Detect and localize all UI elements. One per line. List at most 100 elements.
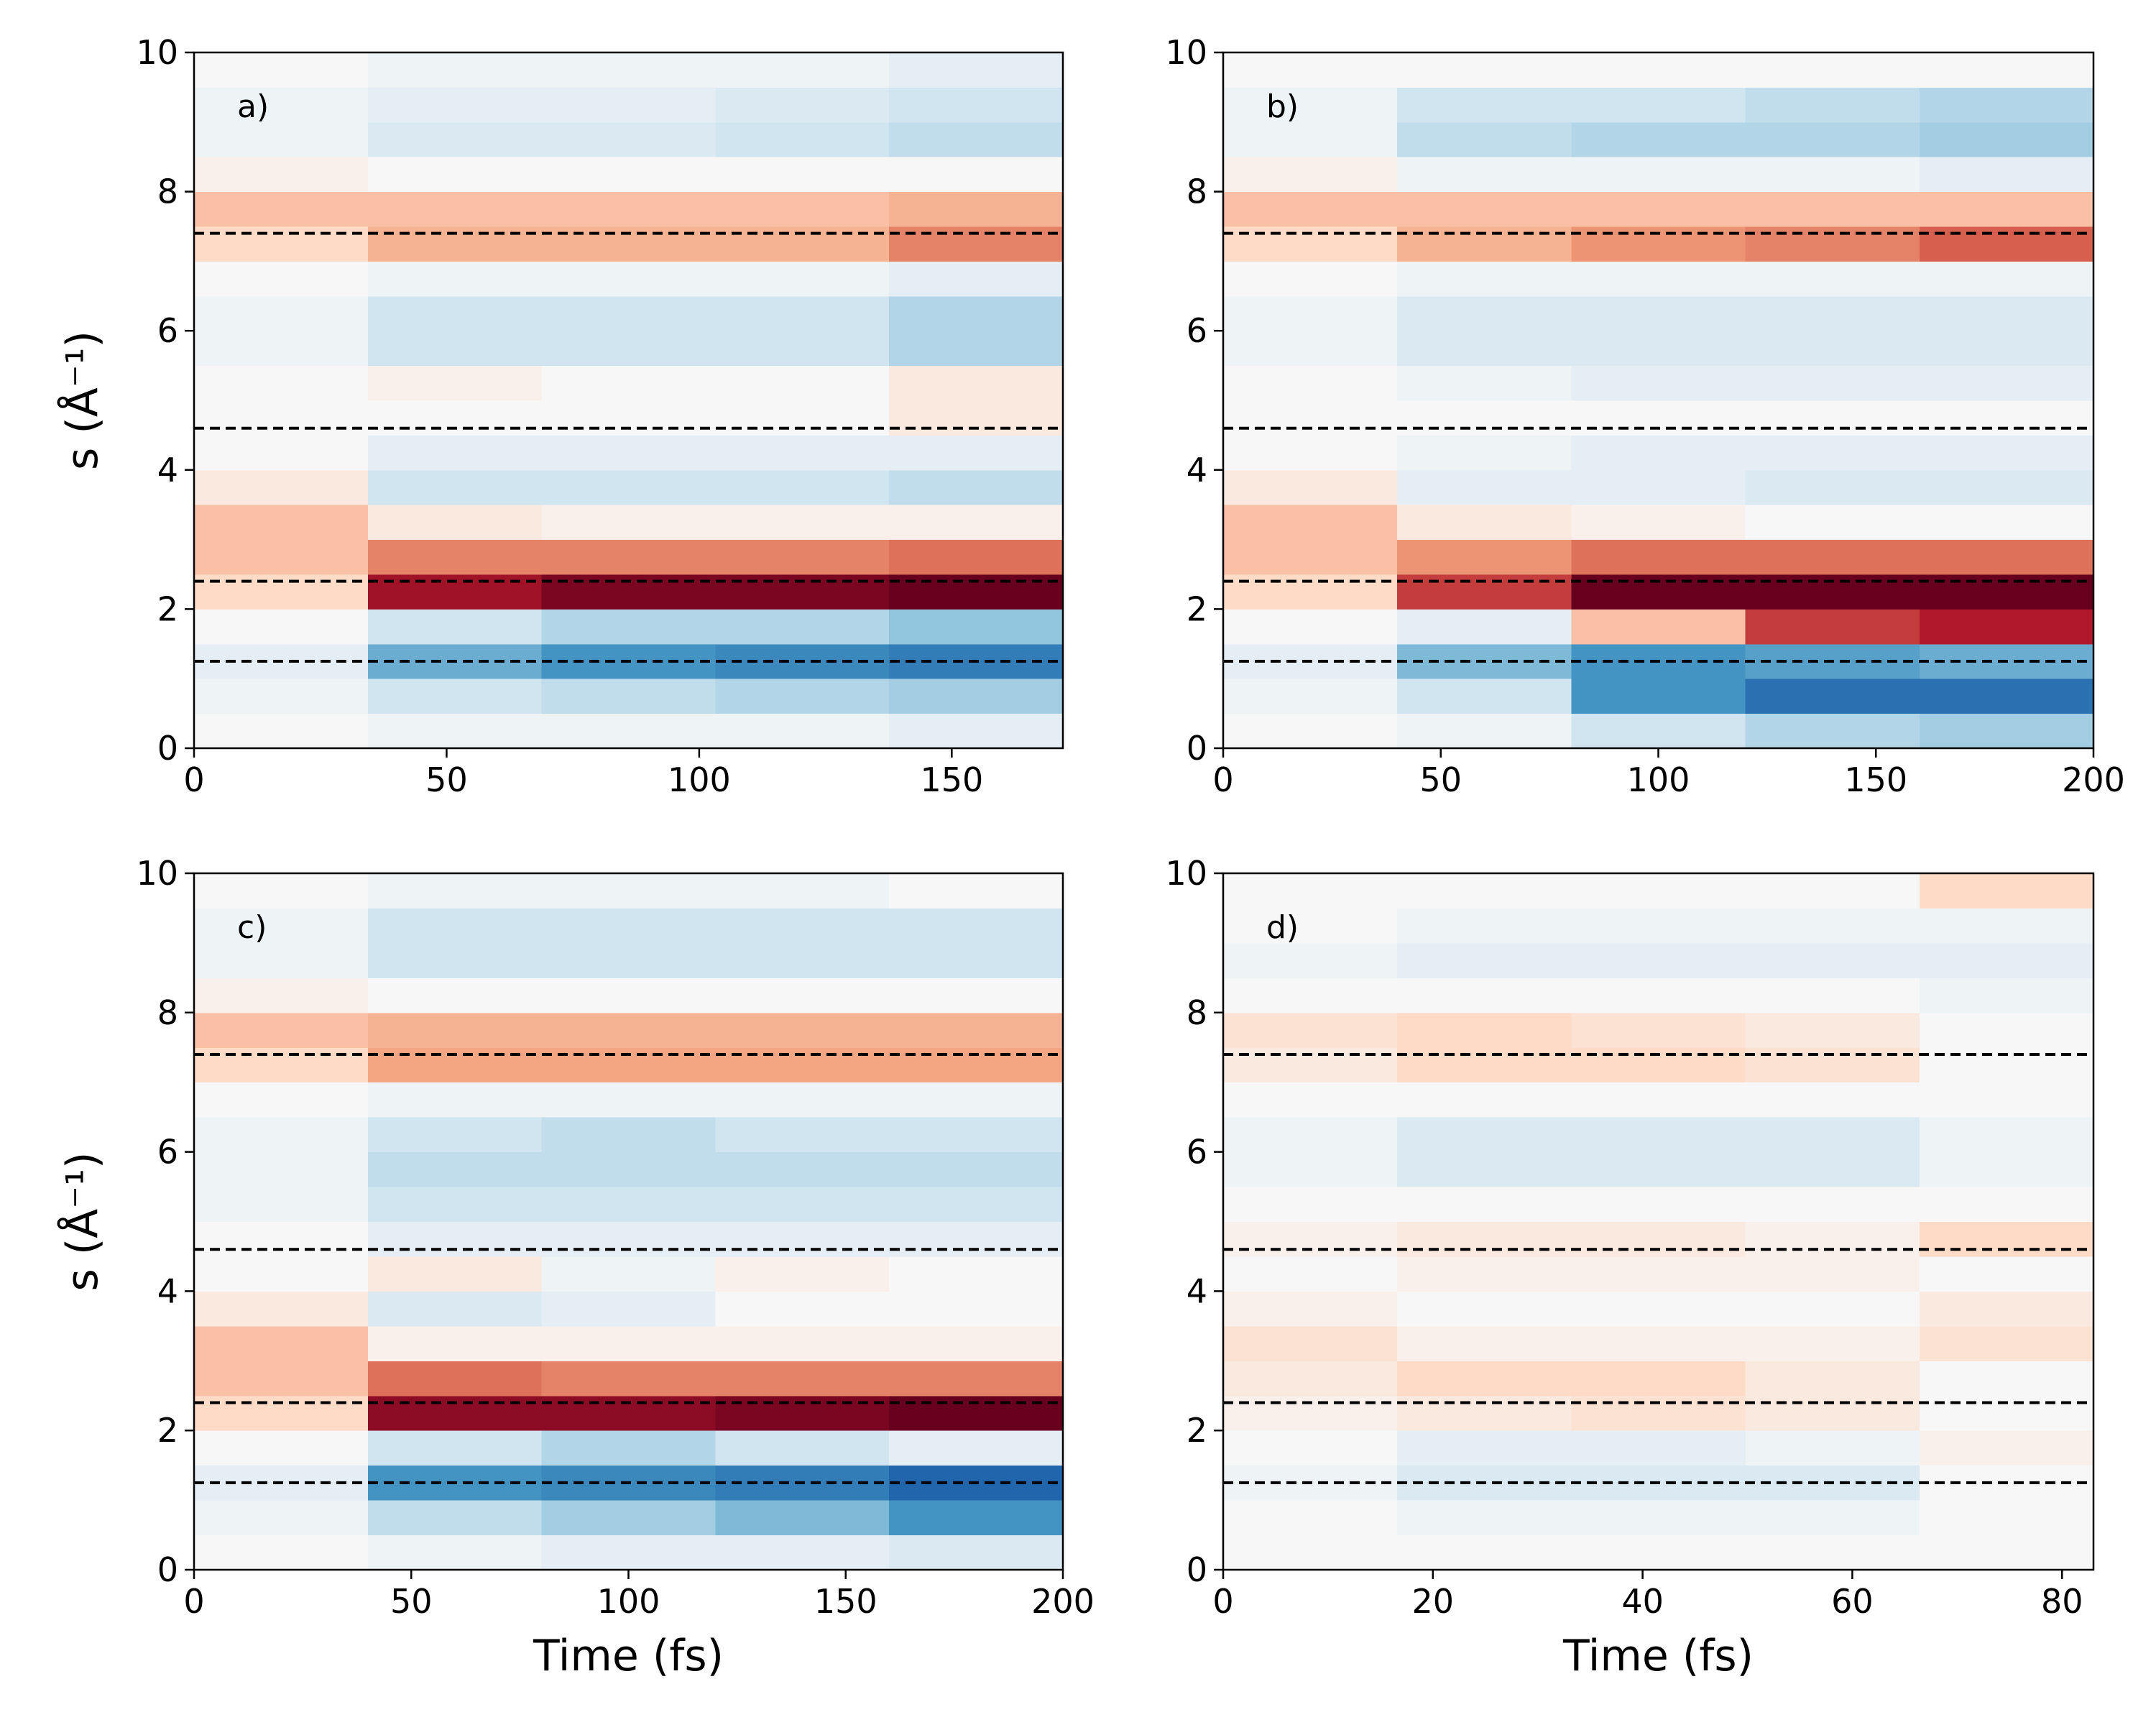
heatmap-cell: [367, 942, 543, 978]
heatmap-cell: [1223, 908, 1398, 944]
heatmap-cell: [1223, 365, 1398, 401]
heatmap-cell: [1397, 1221, 1572, 1257]
heatmap-cell: [541, 365, 716, 401]
heatmap-cell: [1919, 609, 2094, 645]
heatmap-cell: [1919, 873, 2094, 908]
heatmap-cell: [541, 261, 716, 297]
heatmap-cell: [715, 505, 890, 540]
heatmap-cell: [1223, 1151, 1398, 1187]
heatmap-cell: [1745, 678, 1920, 714]
heatmap-cell: [889, 873, 1064, 908]
heatmap-cell: [1223, 1082, 1398, 1118]
heatmap-cell: [541, 609, 716, 645]
heatmap-cell: [541, 942, 716, 978]
y-tick-label: 0: [1187, 729, 1207, 768]
heatmap-cell: [1919, 157, 2094, 193]
x-tick-label: 100: [1627, 760, 1690, 799]
heatmap-cell: [367, 1012, 543, 1048]
heatmap-cell: [715, 609, 890, 645]
heatmap-cell: [194, 1082, 369, 1118]
panel-label: d): [1266, 909, 1299, 946]
heatmap-cell: [1223, 1500, 1398, 1536]
heatmap-cell: [194, 87, 369, 123]
heatmap-cell: [889, 978, 1064, 1013]
heatmap-cell: [1745, 1047, 1920, 1083]
heatmap-cell: [194, 908, 369, 944]
heatmap-cell: [715, 87, 890, 123]
heatmap-cell: [715, 226, 890, 262]
heatmap-cell: [1397, 121, 1572, 157]
heatmap-cell: [1571, 1012, 1746, 1048]
heatmap-cell: [1745, 87, 1920, 123]
heatmap-cell: [1397, 1430, 1572, 1466]
heatmap-cell: [1397, 469, 1572, 505]
heatmap-cell: [194, 1291, 369, 1327]
heatmap-cell: [1745, 1395, 1920, 1431]
heatmap-cell: [1223, 574, 1398, 610]
heatmap-cell: [367, 157, 543, 193]
heatmap-cell: [541, 435, 716, 471]
heatmap-cell: [1919, 1117, 2094, 1153]
heatmap-cell: [1745, 365, 1920, 401]
heatmap-cell: [1397, 539, 1572, 575]
heatmap-cell: [367, 539, 543, 575]
heatmap-cell: [1223, 1535, 1398, 1570]
heatmap-cell: [1745, 400, 1920, 436]
heatmap-cell: [1919, 1325, 2094, 1361]
heatmap-cell: [194, 1117, 369, 1153]
heatmap-cell: [1571, 400, 1746, 436]
heatmap: [194, 52, 1064, 749]
heatmap-cell: [541, 678, 716, 714]
heatmap-cell: [889, 609, 1064, 645]
y-tick-label: 0: [157, 729, 178, 768]
heatmap-cell: [1223, 295, 1398, 331]
heatmap-cell: [1745, 261, 1920, 297]
heatmap-cell: [194, 1012, 369, 1048]
heatmap-cell: [889, 1117, 1064, 1153]
heatmap-cell: [1571, 873, 1746, 908]
heatmap-cell: [367, 365, 543, 401]
heatmap-cell: [1397, 908, 1572, 944]
heatmap-cell: [541, 1117, 716, 1153]
panel-label: a): [237, 88, 269, 125]
y-tick-label: 6: [157, 1133, 178, 1172]
x-tick-label: 0: [183, 760, 204, 799]
heatmap-cell: [1919, 1082, 2094, 1118]
heatmap-cell: [1571, 539, 1746, 575]
heatmap-cell: [541, 1325, 716, 1361]
heatmap-cell: [1745, 1430, 1920, 1466]
heatmap-cell: [1919, 1535, 2094, 1570]
heatmap-cell: [194, 1047, 369, 1083]
heatmap-cell: [715, 1082, 890, 1118]
heatmap-cell: [1223, 52, 1398, 88]
heatmap-cell: [1223, 121, 1398, 157]
heatmap-cell: [1397, 226, 1572, 262]
heatmap-cell: [367, 1117, 543, 1153]
heatmap-cell: [1397, 191, 1572, 227]
heatmap-cell: [194, 978, 369, 1013]
heatmap-cell: [1571, 1535, 1746, 1570]
y-tick-label: 0: [157, 1550, 178, 1589]
heatmap-cell: [1919, 713, 2094, 749]
heatmap-cell: [1919, 574, 2094, 610]
heatmap-cell: [1919, 121, 2094, 157]
heatmap-cell: [889, 574, 1064, 610]
heatmap-cell: [1745, 942, 1920, 978]
heatmap-cell: [1571, 365, 1746, 401]
y-tick-label: 8: [157, 993, 178, 1032]
heatmap-cell: [1745, 331, 1920, 367]
heatmap-cell: [889, 331, 1064, 367]
heatmap-cell: [889, 539, 1064, 575]
heatmap-cell: [367, 1047, 543, 1083]
heatmap-cell: [1571, 191, 1746, 227]
heatmap-cell: [715, 678, 890, 714]
heatmap-cell: [194, 1395, 369, 1431]
heatmap-cell: [889, 1151, 1064, 1187]
heatmap-cell: [1745, 435, 1920, 471]
heatmap-cell: [1571, 469, 1746, 505]
heatmap-cell: [367, 609, 543, 645]
heatmap-cell: [367, 1430, 543, 1466]
heatmap-cell: [194, 1256, 369, 1292]
heatmap-cell: [1571, 1047, 1746, 1083]
heatmap-cell: [1745, 908, 1920, 944]
